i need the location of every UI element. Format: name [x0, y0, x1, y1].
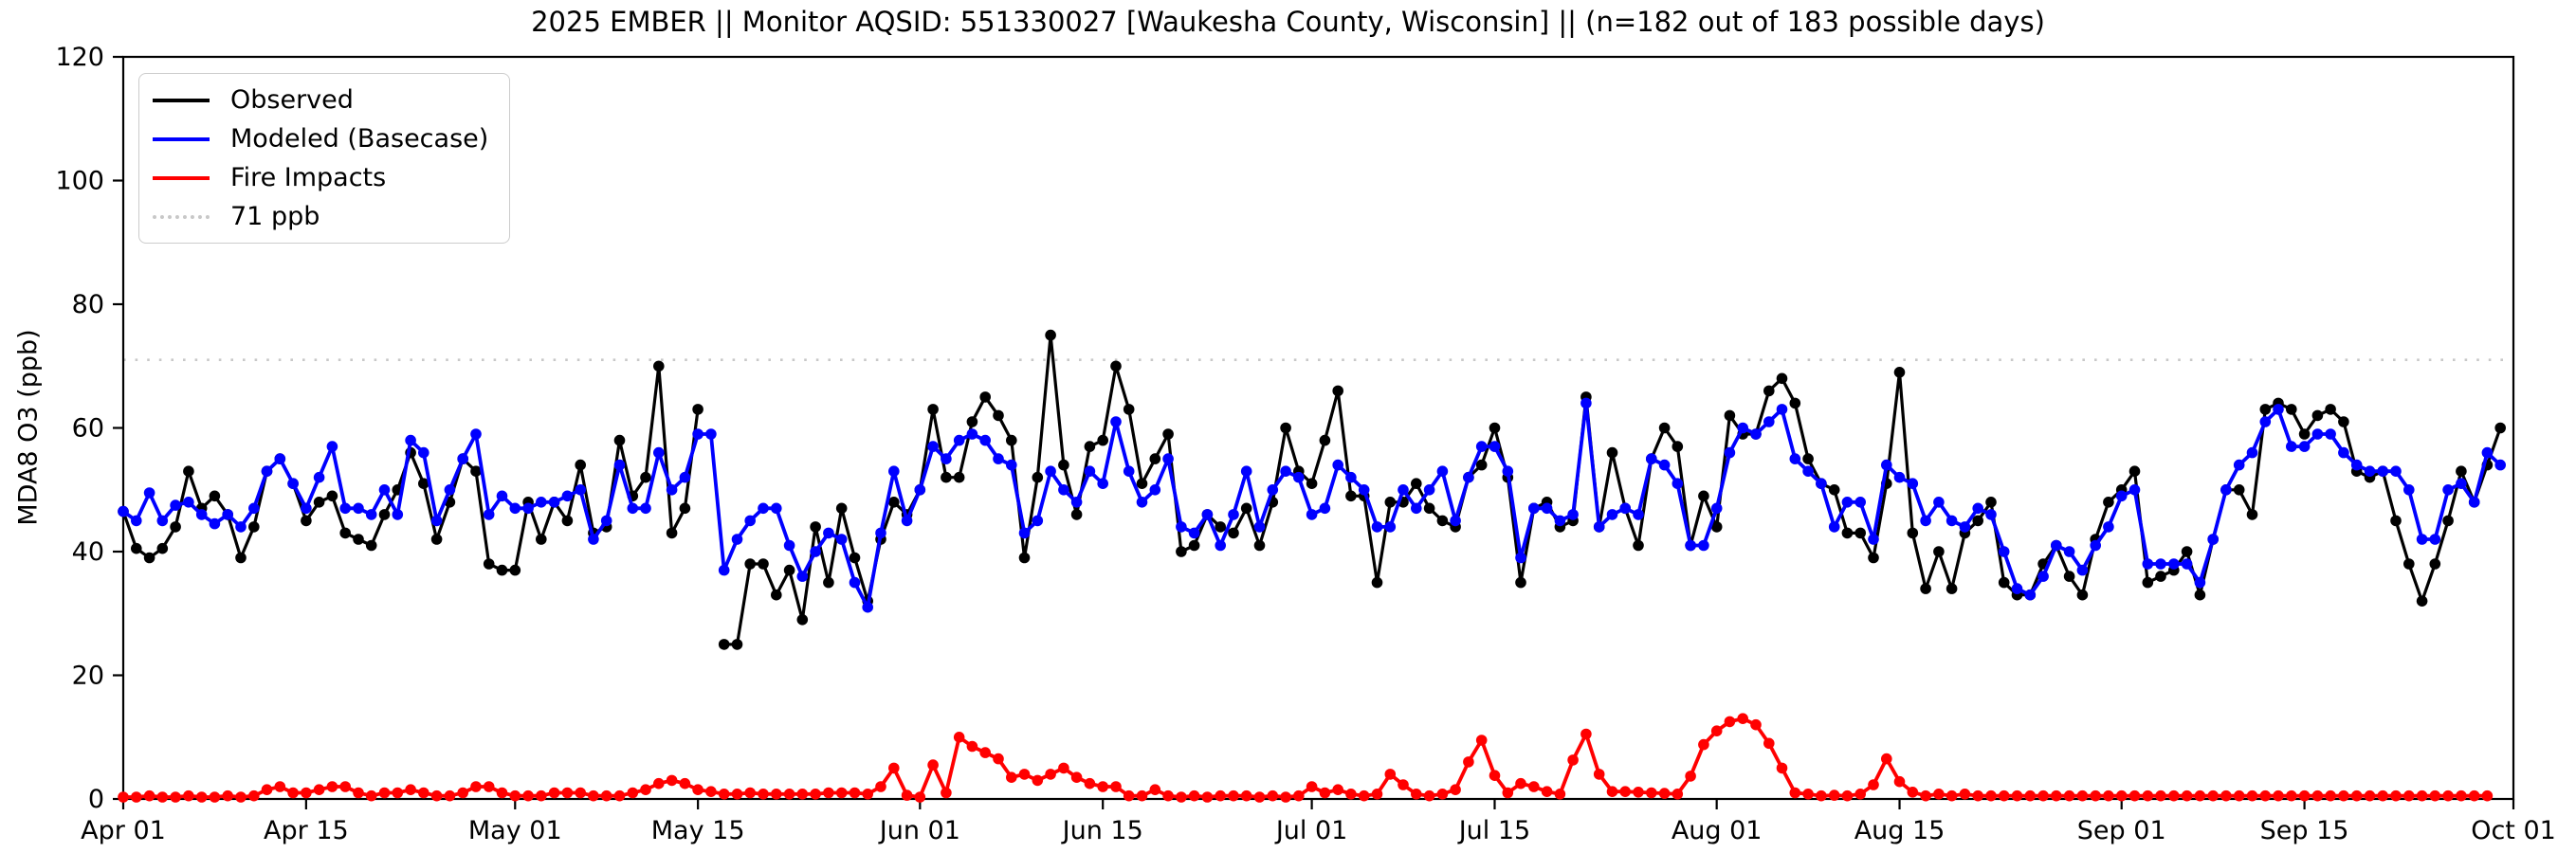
legend-label: Observed: [230, 85, 354, 115]
modeled-basecase--series: [118, 397, 2506, 613]
legend-item-observed: Observed: [153, 81, 496, 119]
svg-text:Apr 01: Apr 01: [81, 816, 166, 845]
svg-text:Sep 15: Sep 15: [2260, 816, 2349, 845]
legend-label: 71 ppb: [230, 202, 320, 231]
svg-text:Jun 15: Jun 15: [1061, 816, 1143, 845]
y-axis: 0 20 40 60 80 100 120: [55, 43, 123, 814]
svg-text:120: 120: [55, 43, 104, 72]
legend-item-modeled: Modeled (Basecase): [153, 119, 496, 158]
svg-text:Jul 01: Jul 01: [1274, 816, 1348, 845]
svg-text:Aug 15: Aug 15: [1854, 816, 1946, 845]
svg-text:Jun 01: Jun 01: [878, 816, 960, 845]
legend-item-threshold: 71 ppb: [153, 197, 496, 236]
legend-label: Modeled (Basecase): [230, 124, 489, 154]
legend: Observed Modeled (Basecase) Fire Impacts…: [138, 73, 510, 244]
svg-text:0: 0: [88, 785, 104, 814]
svg-text:40: 40: [72, 537, 104, 567]
observed-series: [118, 329, 2506, 650]
svg-text:May 15: May 15: [651, 816, 745, 845]
svg-text:Oct 01: Oct 01: [2471, 816, 2556, 845]
svg-text:May 01: May 01: [468, 816, 562, 845]
threshold-line-swatch: [153, 214, 210, 219]
legend-label: Fire Impacts: [230, 163, 387, 192]
svg-text:60: 60: [72, 414, 104, 444]
x-axis: Apr 01 Apr 15 May 01 May 15 Jun 01 Jun 15 Jul …: [81, 799, 2556, 845]
legend-item-fire: Fire Impacts: [153, 158, 496, 197]
svg-text:Apr 15: Apr 15: [264, 816, 349, 845]
svg-text:80: 80: [72, 290, 104, 319]
fire-line-swatch: [153, 175, 210, 180]
fire-impacts-series: [118, 713, 2494, 803]
observed-line-swatch: [153, 98, 210, 102]
chart-title: 2025 EMBER || Monitor AQSID: 551330027 […: [531, 6, 2045, 38]
svg-text:Aug 01: Aug 01: [1672, 816, 1763, 845]
svg-text:Jul 15: Jul 15: [1457, 816, 1531, 845]
svg-text:100: 100: [55, 167, 104, 196]
svg-text:20: 20: [72, 662, 104, 691]
modeled-line-swatch: [153, 136, 210, 141]
svg-text:Sep 01: Sep 01: [2077, 816, 2166, 845]
